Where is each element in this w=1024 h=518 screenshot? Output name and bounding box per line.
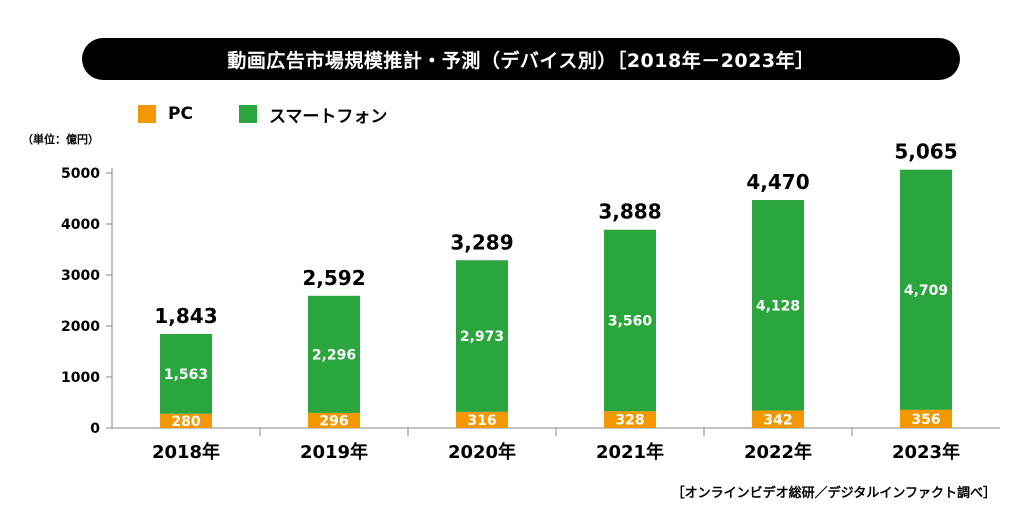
- y-tick-label: 0: [90, 421, 100, 437]
- data-label-total: 3,888: [598, 200, 661, 224]
- legend-label-smartphone: スマートフォン: [268, 106, 388, 127]
- source-note: ［オンラインビデオ総研／デジタルインファクト調べ］: [671, 486, 996, 501]
- data-label-pc: 356: [911, 412, 940, 428]
- y-tick-label: 5000: [61, 166, 100, 182]
- data-label-smartphone: 4,709: [904, 283, 948, 299]
- title-bar: 動画広告市場規模推計・予測（デバイス別）［2018年－2023年］: [82, 38, 960, 80]
- data-label-smartphone: 3,560: [608, 313, 653, 329]
- data-label-smartphone: 1,563: [164, 367, 208, 383]
- legend-label-pc: PC: [168, 104, 193, 124]
- bar-segment-pc: [308, 412, 360, 428]
- data-label-pc: 342: [763, 412, 792, 428]
- x-tick-label: 2019年: [300, 441, 368, 463]
- legend-item-smartphone: スマートフォン: [238, 102, 388, 127]
- bar-segment-smartphone: [900, 169, 952, 410]
- data-label-pc: 296: [319, 413, 348, 429]
- x-tick-label: 2021年: [596, 441, 664, 463]
- bar-segment-pc: [456, 411, 508, 428]
- bar-segment-smartphone: [456, 260, 508, 412]
- bar-segment-smartphone: [604, 229, 656, 412]
- bar-segment-pc: [752, 410, 804, 428]
- data-label-total: 2,592: [302, 266, 365, 290]
- x-tick-label: 2020年: [448, 441, 516, 463]
- data-label-total: 4,470: [746, 170, 809, 194]
- data-label-smartphone: 4,128: [756, 298, 800, 314]
- data-label-total: 1,843: [154, 304, 217, 328]
- data-label-total: 5,065: [894, 140, 957, 164]
- legend: PC スマートフォン: [138, 102, 433, 127]
- data-label-pc: 328: [615, 413, 644, 429]
- y-tick-label: 2000: [61, 319, 100, 335]
- bar-segment-smartphone: [160, 334, 212, 414]
- x-tick-label: 2023年: [892, 441, 960, 463]
- bar-segment-smartphone: [308, 295, 360, 413]
- unit-label: （単位：億円）: [22, 133, 99, 146]
- legend-swatch-pc: [138, 105, 156, 123]
- bar-segment-smartphone: [752, 200, 804, 411]
- x-tick-label: 2022年: [744, 441, 812, 463]
- data-label-pc: 280: [171, 414, 200, 430]
- y-tick-label: 1000: [61, 370, 100, 386]
- y-tick-label: 4000: [61, 217, 100, 233]
- bar-segment-pc: [160, 413, 212, 428]
- data-label-total: 3,289: [450, 230, 513, 254]
- y-tick-label: 3000: [61, 268, 100, 284]
- bar-segment-pc: [900, 409, 952, 428]
- bar-segment-pc: [604, 411, 656, 428]
- legend-item-pc: PC: [138, 104, 193, 124]
- data-label-smartphone: 2,296: [312, 347, 356, 363]
- data-label-smartphone: 2,973: [460, 329, 504, 345]
- legend-swatch-smartphone: [238, 105, 257, 123]
- chart-title: 動画広告市場規模推計・予測（デバイス別）［2018年－2023年］: [227, 49, 815, 72]
- x-tick-label: 2018年: [152, 441, 220, 463]
- data-label-pc: 316: [467, 413, 496, 429]
